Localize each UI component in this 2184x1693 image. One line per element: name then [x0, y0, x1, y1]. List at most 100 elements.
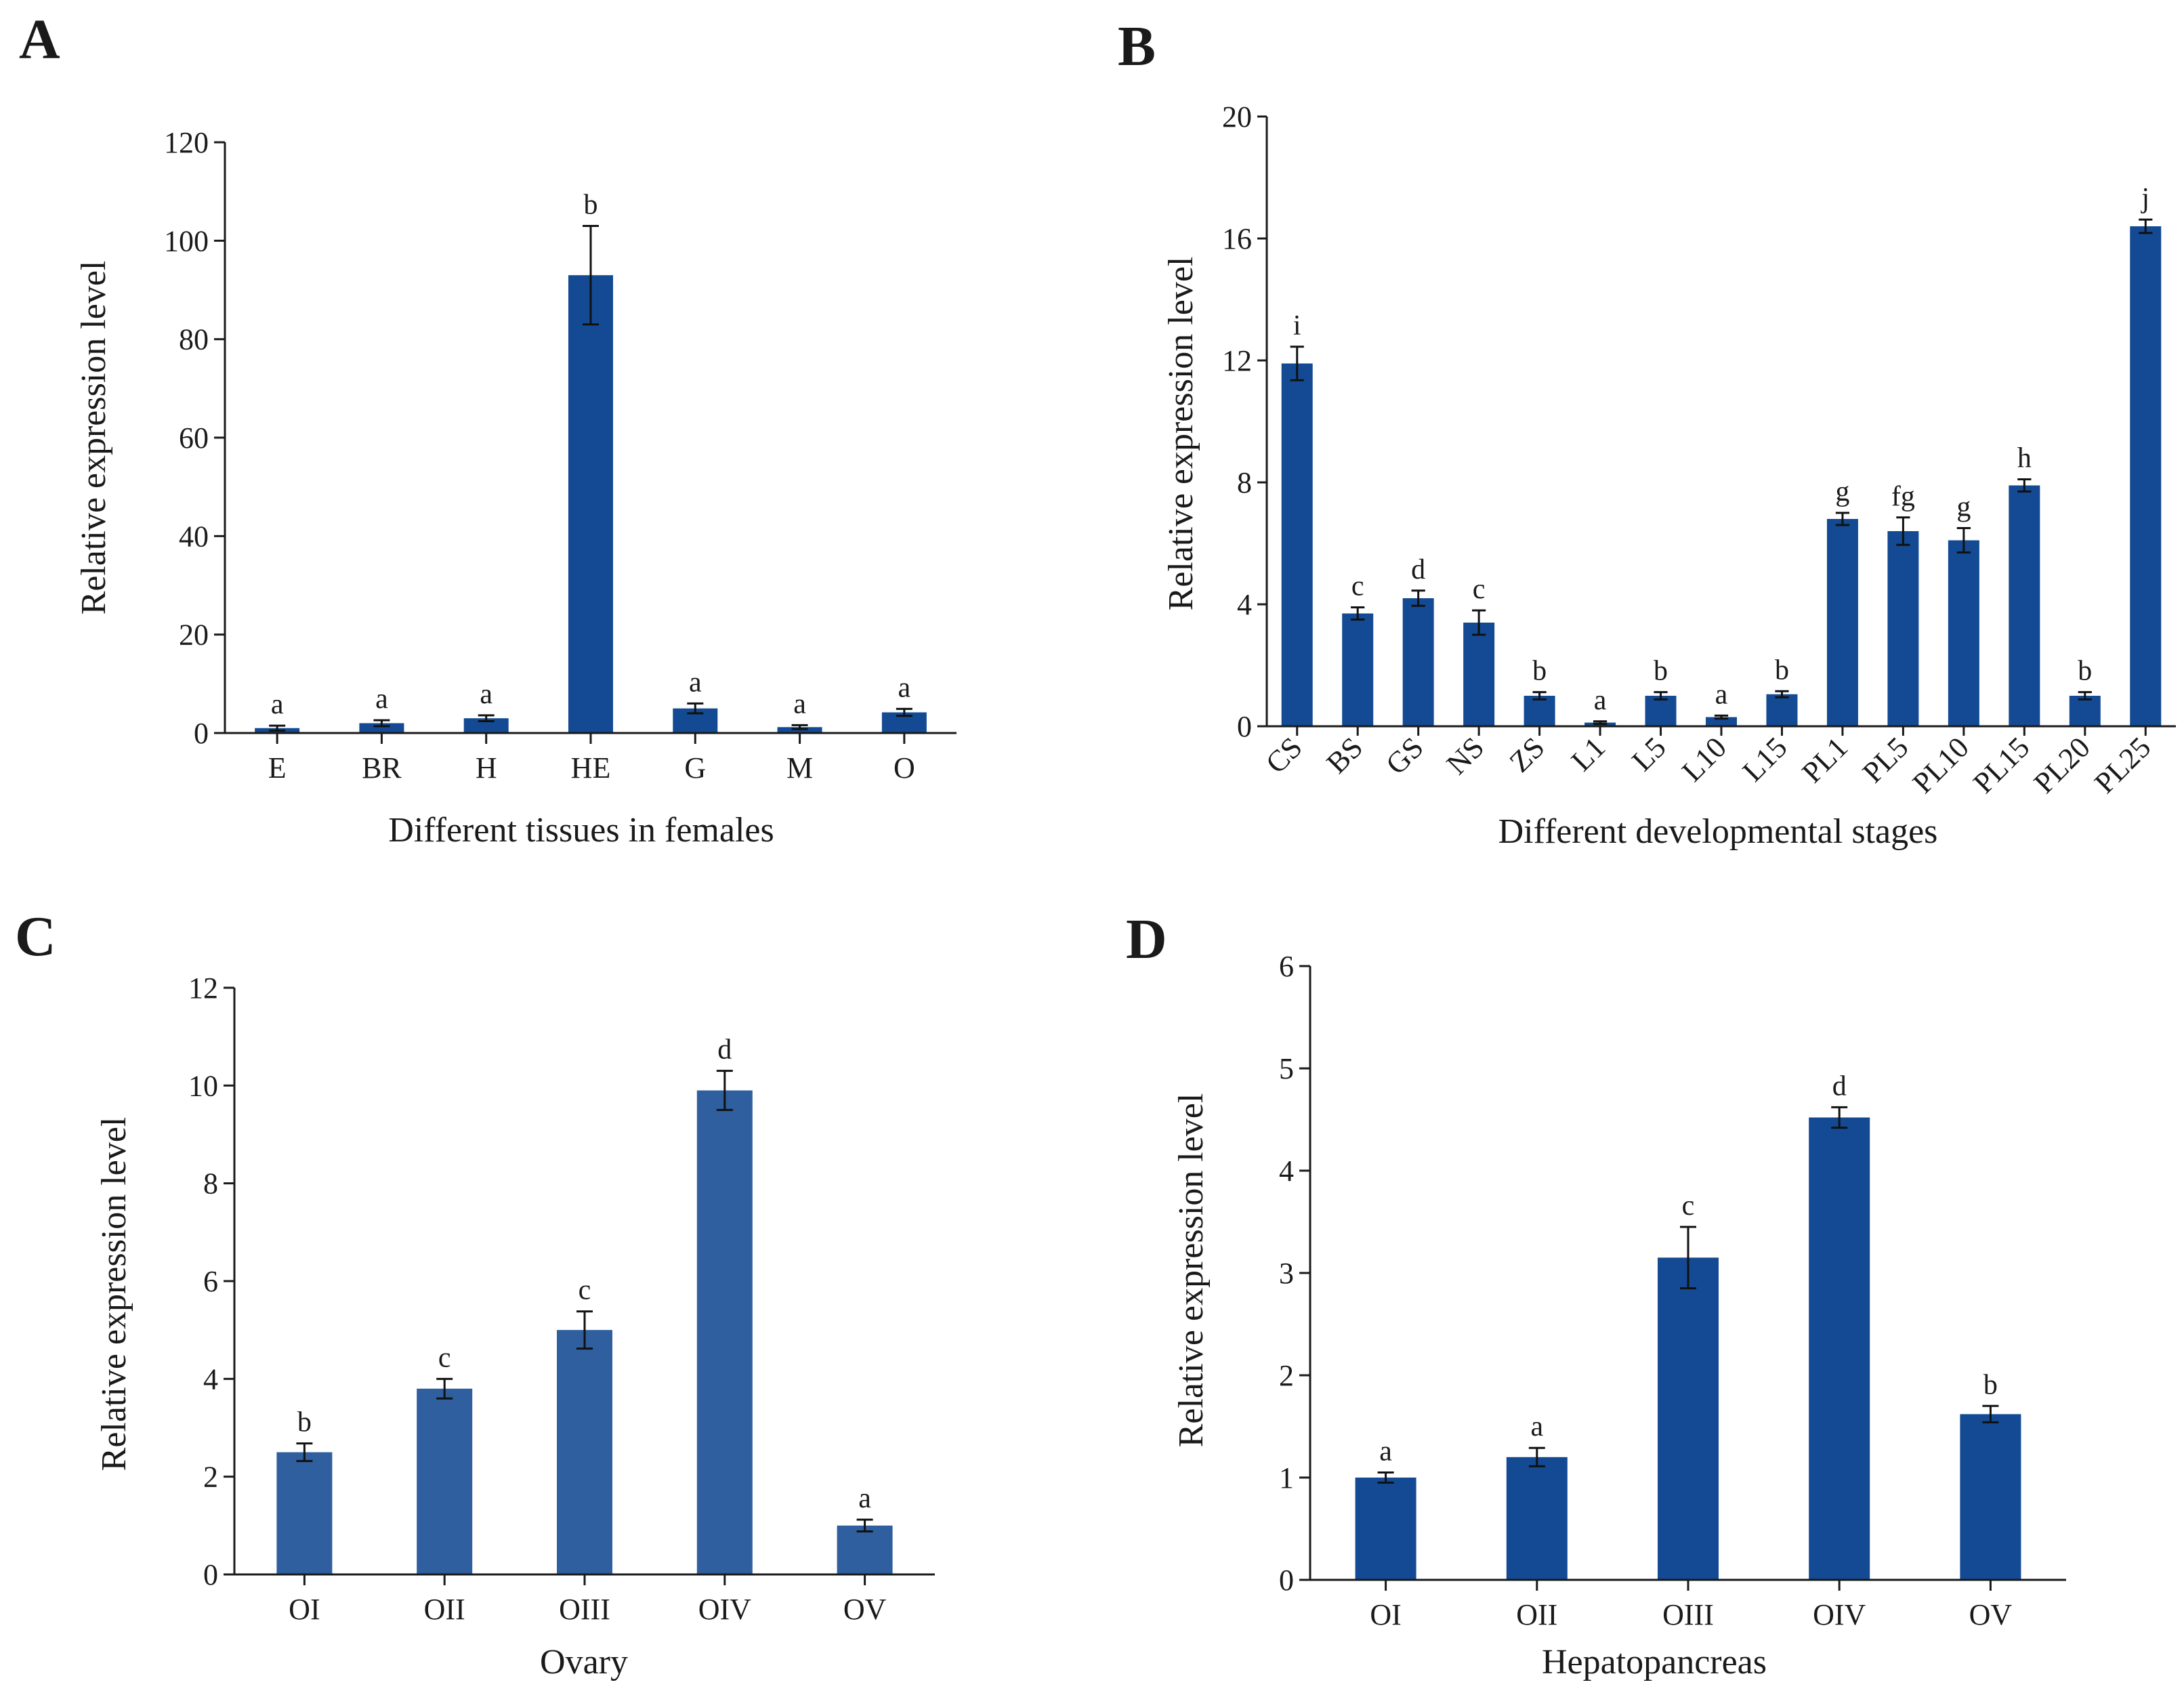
panel-b-significance-letter: b — [2078, 656, 2092, 687]
panel-d-bar — [1960, 1414, 2021, 1580]
panel-c-y-tick-label: 0 — [203, 1558, 218, 1591]
panel-a-significance-letter: a — [271, 689, 284, 720]
panel-b-y-tick-label: 20 — [1222, 100, 1252, 133]
panel-a-x-ticks: E BR H HE G M O — [268, 733, 915, 785]
panel-d-x-tick-label: OII — [1516, 1598, 1557, 1631]
panel-b-x-tick-label: NS — [1440, 730, 1490, 780]
panel-c-error-bar — [856, 1518, 873, 1532]
panel-a: A a a a b a a a 0 20 40 60 80 100 120 E BR H HE G M O Diff… — [19, 8, 957, 850]
panel-c: C b c c d a 0 2 4 6 8 10 12 OI OII OIII OIV OV Ovary R… — [15, 905, 935, 1681]
panel-b-error-bar — [1351, 606, 1365, 621]
panel-b-significance-letter: a — [1594, 685, 1607, 716]
panel-d-y-ticks: 0 1 2 3 4 5 6 — [1279, 950, 1310, 1597]
panel-d-significance-letter: a — [1379, 1436, 1392, 1467]
panel-b-bar — [2069, 696, 2101, 726]
panel-b-x-tick-label: PL25 — [2088, 730, 2157, 799]
panel-b-error-bar — [2017, 478, 2032, 493]
panel-b-error-bar — [1896, 516, 1910, 546]
panel-c-significance-letter: c — [579, 1275, 591, 1306]
panel-d-error-bar — [1377, 1471, 1394, 1484]
panel-b-significance-letter: d — [1411, 554, 1425, 585]
panel-b-error-bar — [1290, 346, 1304, 381]
panel-c-bar — [276, 1452, 333, 1574]
panel-a-letter: A — [19, 8, 60, 71]
panel-c-y-tick-label: 2 — [203, 1461, 218, 1494]
panel-b-x-ticks: CS BS GS NS ZS L1 L5 L10 L15 PL1 PL5PL10PL15PL20PL… — [1259, 726, 2157, 800]
panel-c-error-bar — [436, 1377, 453, 1400]
panel-b-bar — [1645, 696, 1677, 726]
panel-c-x-tick-label: OI — [289, 1593, 320, 1626]
panel-b-significance-letter: h — [2017, 443, 2032, 474]
panel-d-error-bar — [1831, 1106, 1848, 1129]
panel-d-significance-letter: b — [1983, 1369, 1998, 1400]
panel-c-y-tick-label: 10 — [188, 1069, 218, 1102]
panel-a-y-tick-label: 0 — [194, 717, 209, 750]
panel-b-bar — [1524, 696, 1555, 726]
panel-a-significance-letter: a — [480, 679, 492, 710]
panel-d-significance-letter: d — [1832, 1070, 1847, 1102]
panel-a-error-bar — [373, 719, 390, 728]
panel-c-x-title: Ovary — [540, 1643, 628, 1681]
panel-b-bar — [1281, 363, 1313, 726]
panel-d-significance-letter: c — [1682, 1190, 1695, 1221]
panel-b-y-tick-label: 8 — [1237, 466, 1252, 499]
panel-b-significance-letter: a — [1715, 679, 1728, 710]
panel-a-y-tick-label: 120 — [164, 126, 209, 159]
panel-c-x-tick-label: OIV — [698, 1593, 751, 1626]
panel-c-x-tick-label: OIII — [559, 1593, 610, 1626]
panel-a-y-tick-label: 20 — [179, 619, 209, 652]
panel-c-significance-letter: d — [717, 1034, 732, 1066]
panel-b-x-tick-label: L10 — [1675, 730, 1733, 788]
panel-b-x-tick-label: BS — [1320, 730, 1370, 780]
panel-b-x-tick-label: PL20 — [2028, 730, 2097, 799]
panel-b-y-tick-label: 12 — [1222, 344, 1252, 377]
panel-c-bar — [417, 1388, 473, 1574]
panel-c-error-bar — [576, 1310, 593, 1350]
panel-a-y-tick-label: 100 — [164, 224, 209, 257]
panel-a-significance-letter: a — [793, 688, 806, 719]
panel-c-y-ticks: 0 2 4 6 8 10 12 — [188, 971, 234, 1591]
panel-a-bar — [568, 275, 613, 733]
panel-a-bars: a a a b a a a — [255, 190, 927, 733]
panel-d-error-bar — [1680, 1226, 1696, 1290]
panel-b-error-bar — [1714, 714, 1729, 720]
panel-c-error-bar — [716, 1070, 733, 1111]
panel-d-x-ticks: OI OII OIII OIV OV — [1370, 1580, 2012, 1631]
panel-b-bar — [1706, 717, 1737, 726]
panel-d-bar — [1506, 1457, 1568, 1580]
panel-d-x-tick-label: OV — [1969, 1598, 2013, 1631]
panel-d-bar — [1658, 1257, 1719, 1580]
panel-b-significance-letter: b — [1775, 654, 1789, 686]
panel-c-y-tick-label: 4 — [203, 1362, 218, 1396]
panel-d-x-title: Hepatopancreas — [1542, 1643, 1767, 1681]
panel-a-error-bar — [791, 724, 808, 730]
panel-c-bars: b c c d a — [276, 1034, 893, 1574]
panel-b-bars: i c d c b a b a b g fg g h b j — [1281, 183, 2162, 726]
panel-a-error-bar — [583, 225, 599, 326]
panel-c-letter: C — [15, 905, 56, 968]
panel-b-significance-letter: b — [1654, 656, 1668, 687]
panel-a-significance-letter: a — [375, 684, 388, 715]
panel-a-x-tick-label: O — [894, 751, 915, 785]
panel-a-y-title: Relative expression level — [75, 261, 113, 615]
panel-b-y-tick-label: 16 — [1222, 222, 1252, 255]
panel-d-letter: D — [1126, 908, 1167, 971]
panel-d-bar — [1355, 1478, 1416, 1580]
panel-d-y-tick-label: 5 — [1279, 1052, 1294, 1085]
panel-b-significance-letter: b — [1532, 656, 1547, 687]
panel-a-x-tick-label: HE — [571, 751, 611, 785]
panel-d: D a a c d b 0 1 2 3 4 5 6 OI OII OIII OIV OV Hepatopan… — [1126, 908, 2066, 1681]
panel-a-x-tick-label: G — [684, 751, 706, 785]
panel-a-error-bar — [269, 724, 286, 732]
panel-d-x-tick-label: OIII — [1662, 1598, 1714, 1631]
panel-b-bar — [1402, 598, 1434, 726]
panel-a-y-tick-label: 60 — [179, 421, 209, 455]
panel-d-y-tick-label: 4 — [1279, 1154, 1294, 1188]
panel-a-x-tick-label: BR — [362, 751, 402, 785]
panel-b-significance-letter: fg — [1891, 481, 1915, 512]
panel-a-error-bar — [687, 702, 704, 715]
panel-d-error-bar — [1982, 1404, 1999, 1423]
panel-d-y-tick-label: 2 — [1279, 1359, 1294, 1392]
panel-b-error-bar — [1956, 527, 1971, 553]
panel-a-significance-letter: a — [689, 667, 702, 698]
